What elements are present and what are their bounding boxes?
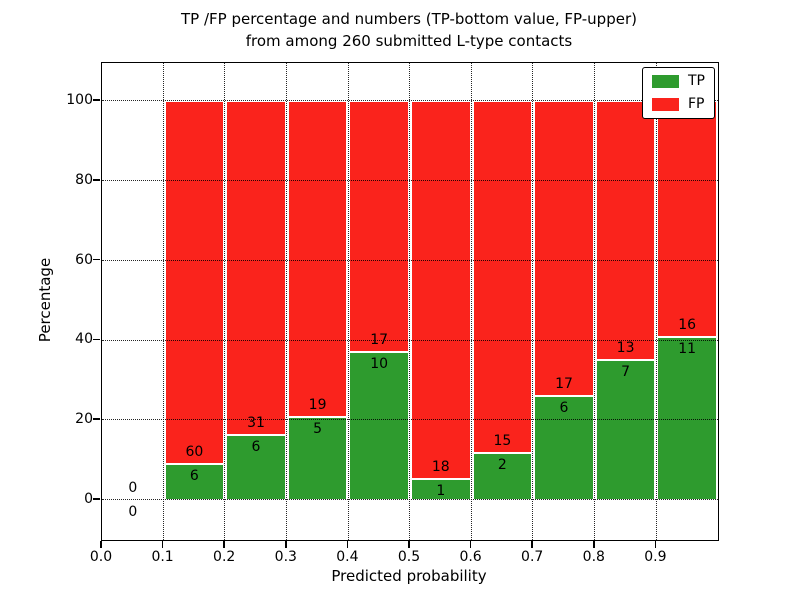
tp-count-label: 6 <box>189 467 199 484</box>
grid-line-v <box>655 63 657 540</box>
legend-item-tp: TP <box>652 74 705 89</box>
fp-count-label: 17 <box>370 332 389 349</box>
bar-segment-tp <box>595 360 656 500</box>
tp-count-label: 6 <box>559 399 569 416</box>
x-tick-label: 0.2 <box>213 549 236 565</box>
fp-count-label: 13 <box>616 340 635 357</box>
chart-title-line1: TP /FP percentage and numbers (TP-bottom… <box>181 10 637 28</box>
bar-segment-fp <box>411 101 471 479</box>
fp-count-label: 16 <box>678 317 697 334</box>
fp-count-label: 15 <box>493 433 512 450</box>
bar-segment-tp <box>472 453 533 500</box>
tp-count-label: 0 <box>128 504 138 520</box>
fp-count-label: 17 <box>555 375 573 392</box>
tp-count-label: 1 <box>436 483 446 499</box>
grid-line-v <box>286 63 288 540</box>
grid-line-v <box>409 63 411 540</box>
bar-segment-tp <box>534 395 594 500</box>
tp-count-label: 11 <box>678 341 697 358</box>
x-tick-label: 0.4 <box>336 549 359 565</box>
bar-segment-tp <box>657 337 717 500</box>
tp-count-label: 10 <box>370 356 389 373</box>
legend-tp-swatch-icon <box>652 75 679 88</box>
y-tick-mark <box>93 258 100 261</box>
x-tick-label: 0.9 <box>644 549 667 565</box>
bar-segment-tp <box>287 416 348 500</box>
plot-area: 0 0 60 6 31 6 19 5 17 10 18 1 15 2 17 6 13 7 16 11 TP FP <box>101 62 719 541</box>
x-tick-mark <box>408 541 410 548</box>
x-axis-label: Predicted probability <box>331 567 487 585</box>
y-tick-mark <box>93 418 100 420</box>
x-tick-label: 0.8 <box>582 549 605 565</box>
y-tick-mark <box>93 338 100 341</box>
grid-line-v <box>162 63 164 540</box>
fp-count-label: 0 <box>128 480 138 496</box>
y-tick-label: 40 <box>75 331 93 348</box>
y-tick-label: 20 <box>75 411 93 428</box>
tp-count-label: 6 <box>251 439 261 456</box>
legend-fp-label: FP <box>688 96 705 112</box>
y-tick-mark <box>93 179 100 181</box>
bar-segment-fp <box>657 101 717 338</box>
fp-count-label: 18 <box>431 459 450 475</box>
legend-tp-label: TP <box>688 73 705 89</box>
chart-title: TP /FP percentage and numbers (TP-bottom… <box>101 8 717 52</box>
bar-segment-tp <box>226 435 286 500</box>
x-tick-label: 0.5 <box>397 549 421 565</box>
bar-segment-fp <box>534 101 594 396</box>
x-tick-mark <box>100 541 102 548</box>
x-tick-label: 0.7 <box>521 549 544 565</box>
x-tick-label: 0.6 <box>459 549 482 565</box>
y-tick-mark <box>93 498 100 500</box>
bar-segment-fp <box>164 101 225 464</box>
x-tick-mark <box>161 541 164 548</box>
x-tick-mark <box>285 541 287 548</box>
x-tick-mark <box>346 541 349 548</box>
bar-segment-tp <box>349 352 409 500</box>
grid-line-v <box>594 63 596 540</box>
y-tick-mark <box>93 99 100 101</box>
tp-count-label: 5 <box>313 420 323 437</box>
x-tick-mark <box>469 541 472 548</box>
x-tick-mark <box>223 541 225 548</box>
bar-segment-fp <box>595 101 656 361</box>
y-tick-label: 100 <box>66 92 93 108</box>
y-tick-label: 60 <box>75 251 93 268</box>
grid-line-v <box>347 63 349 540</box>
bar-segment-fp <box>472 101 533 454</box>
tp-count-label: 7 <box>621 364 631 381</box>
fp-count-label: 19 <box>308 396 327 413</box>
fp-count-label: 31 <box>247 415 265 432</box>
x-tick-label: 0.3 <box>274 549 297 565</box>
bar-segment-fp <box>349 101 409 353</box>
x-tick-mark <box>654 541 657 548</box>
grid-line-v <box>470 63 472 540</box>
chart-title-line2: from among 260 submitted L-type contacts <box>245 32 573 50</box>
x-tick-mark <box>593 541 595 548</box>
legend: TP FP <box>642 67 715 119</box>
tp-count-label: 2 <box>497 457 507 474</box>
grid-line-v <box>532 63 534 540</box>
bar-segment-fp <box>226 101 286 436</box>
x-tick-label: 0.0 <box>89 549 113 565</box>
grid-line-v <box>224 63 226 540</box>
x-tick-mark <box>531 541 533 548</box>
legend-item-fp: FP <box>652 97 705 112</box>
fp-count-label: 60 <box>185 443 204 460</box>
bar-segment-fp <box>287 101 348 417</box>
x-tick-label: 0.1 <box>151 549 174 565</box>
legend-fp-swatch-icon <box>652 98 679 111</box>
y-tick-label: 0 <box>84 491 93 507</box>
bar-segment-tp <box>164 463 225 500</box>
y-tick-label: 80 <box>75 171 93 188</box>
